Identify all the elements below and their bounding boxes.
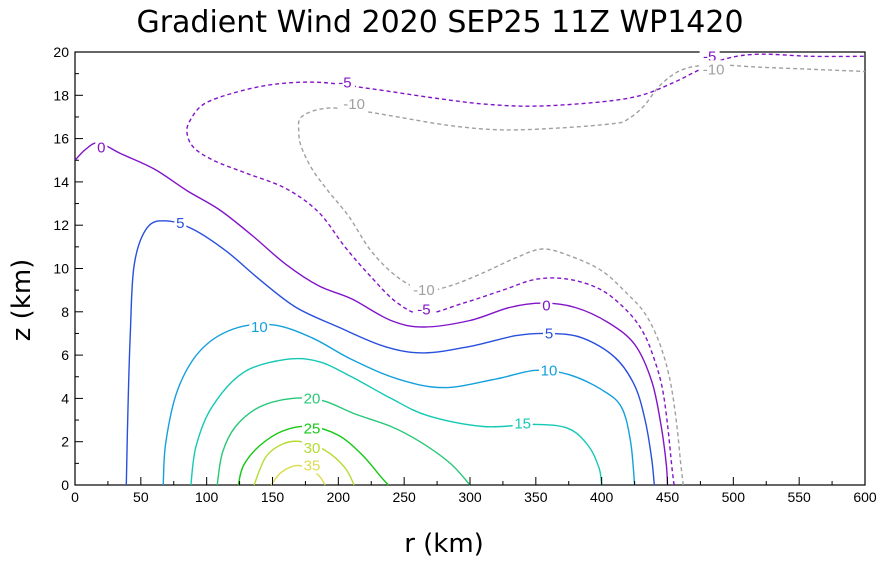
contour-label-extra-2: 10 xyxy=(251,319,268,336)
contour-label-extra-4-bg xyxy=(409,281,438,299)
contour-label-3-bg xyxy=(302,389,322,407)
x-tick-label-12: 600 xyxy=(853,489,877,505)
y-tick-label-10: 20 xyxy=(53,44,69,60)
contour-line-1 xyxy=(253,440,355,486)
contour-label-5-bg xyxy=(539,361,559,379)
x-tick-label-7: 350 xyxy=(524,489,548,505)
contour-label-3: 20 xyxy=(304,390,321,407)
y-tick-label-3: 6 xyxy=(61,347,69,363)
contour-label-extra-4: -10 xyxy=(413,282,435,299)
chart-title: Gradient Wind 2020 SEP25 11Z WP1420 xyxy=(136,5,743,40)
y-tick-label-2: 4 xyxy=(61,390,69,406)
x-axis-label: r (km) xyxy=(404,529,484,559)
contour-label-8: -5 xyxy=(338,74,351,91)
plot-frame xyxy=(74,51,866,486)
y-tick-label-6: 12 xyxy=(53,217,69,233)
contour-label-extra-6-bg xyxy=(699,60,728,78)
x-tick-label-2: 100 xyxy=(195,489,219,505)
contour-label-4-bg xyxy=(512,414,533,432)
contour-label-extra-0: 0 xyxy=(97,139,105,156)
x-axis-ticks: 0 50 100 150 200 250 300 350 400 450 500 550 600 xyxy=(71,477,877,505)
contour-label-extra-5-bg xyxy=(699,47,720,65)
contour-line-8 xyxy=(186,53,866,486)
contour-label-2-bg xyxy=(302,419,322,437)
contour-label-6: 5 xyxy=(545,325,553,342)
contour-label-2: 25 xyxy=(304,421,321,438)
contour-label-extra-1: 5 xyxy=(176,215,184,232)
y-axis-label: z (km) xyxy=(7,259,37,342)
contour-line-5 xyxy=(162,323,636,486)
contour-label-8-bg xyxy=(334,73,355,91)
contour-line-3 xyxy=(216,397,471,486)
contour-label-extra-3: -5 xyxy=(417,302,430,319)
contour-label-7-bg xyxy=(540,296,553,314)
x-tick-label-6: 300 xyxy=(458,489,482,505)
contour-label-7: 0 xyxy=(542,297,550,314)
contour-label-extra-6: -10 xyxy=(703,61,725,78)
contour-label-6-bg xyxy=(543,324,555,342)
contour-label-extra-3-bg xyxy=(413,300,434,318)
x-tick-label-11: 550 xyxy=(787,489,811,505)
x-tick-label-3: 150 xyxy=(261,489,285,505)
y-tick-label-5: 10 xyxy=(53,261,69,277)
y-tick-label-7: 14 xyxy=(53,174,69,190)
contour-label-0: 35 xyxy=(304,458,321,475)
x-tick-label-10: 500 xyxy=(722,489,746,505)
x-tick-label-5: 250 xyxy=(392,489,416,505)
contour-label-extra-1-bg xyxy=(174,214,187,232)
contour-lines xyxy=(74,53,866,486)
contour-label-1-bg xyxy=(302,439,322,457)
x-tick-label-1: 50 xyxy=(133,489,149,505)
contour-line-6 xyxy=(125,220,655,486)
contour-label-extra-0-bg xyxy=(95,138,108,156)
contour-label-5: 10 xyxy=(541,362,558,379)
contour-label-9-bg xyxy=(340,94,369,112)
contour-line-7 xyxy=(74,142,669,486)
x-tick-label-9: 450 xyxy=(656,489,680,505)
y-tick-label-1: 2 xyxy=(61,434,69,450)
contour-label-1: 30 xyxy=(304,440,321,457)
contour-line-4 xyxy=(190,357,603,486)
x-tick-label-4: 200 xyxy=(327,489,351,505)
y-tick-label-8: 16 xyxy=(53,131,69,147)
y-tick-label-9: 18 xyxy=(53,87,69,103)
x-tick-label-8: 400 xyxy=(590,489,614,505)
contour-label-4: 15 xyxy=(514,415,531,432)
contour-line-9 xyxy=(297,64,866,486)
contour-label-9: -10 xyxy=(343,96,365,113)
y-axis-ticks: 0 2 4 6 8 10 12 14 16 18 20 xyxy=(53,44,83,493)
y-tick-label-0: 0 xyxy=(61,477,69,493)
contour-line-0 xyxy=(270,464,326,486)
x-tick-label-0: 0 xyxy=(71,489,79,505)
contour-label-extra-2-bg xyxy=(249,317,270,335)
y-tick-label-4: 8 xyxy=(61,304,69,320)
contour-label-0-bg xyxy=(302,456,322,474)
